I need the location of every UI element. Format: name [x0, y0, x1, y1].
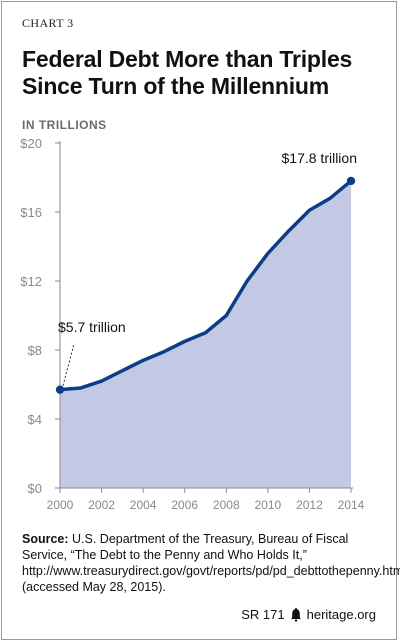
x-tick-label: 2010 — [255, 498, 282, 512]
y-tick-label: $4 — [28, 412, 42, 427]
chart-number-label: CHART 3 — [22, 16, 74, 30]
start-value-annotation: $5.7 trillion — [58, 319, 126, 335]
y-tick-label: $12 — [20, 274, 42, 289]
y-tick-label: $0 — [28, 481, 42, 496]
chart-title-line-1: Federal Debt More than Triples — [22, 46, 353, 72]
y-tick-label: $16 — [20, 205, 42, 220]
source-note: Source: U.S. Department of the Treasury,… — [22, 531, 400, 595]
debt-series-line — [58, 179, 353, 392]
source-text: U.S. Department of the Treasury, Bureau … — [22, 532, 400, 594]
report-id: SR 171 — [241, 607, 285, 622]
start-point-marker — [55, 385, 65, 394]
y-tick-label: $20 — [20, 136, 42, 151]
unit-label: IN TRILLIONS — [22, 118, 107, 132]
footer: SR 171 heritage.org — [241, 607, 376, 622]
end-point-marker — [346, 176, 356, 186]
end-value-annotation: $17.8 trillion — [282, 150, 358, 166]
x-tick-label: 2008 — [213, 498, 240, 512]
x-tick-label: 2012 — [296, 498, 323, 512]
x-tick-label: 2000 — [47, 498, 74, 512]
y-tick-label: $8 — [28, 343, 42, 358]
x-tick-label: 2014 — [338, 498, 365, 512]
x-tick-label: 2006 — [171, 498, 198, 512]
chart-title-line-2: Since Turn of the Millennium — [22, 73, 330, 99]
liberty-bell-icon — [290, 607, 301, 622]
chart-title: Federal Debt More than Triples Since Tur… — [22, 46, 382, 100]
x-tick-label: 2004 — [130, 498, 157, 512]
start-annotation-leader — [62, 343, 75, 386]
x-tick-label: 2002 — [88, 498, 115, 512]
source-label: Source: — [22, 532, 69, 546]
site-name: heritage.org — [306, 607, 376, 622]
